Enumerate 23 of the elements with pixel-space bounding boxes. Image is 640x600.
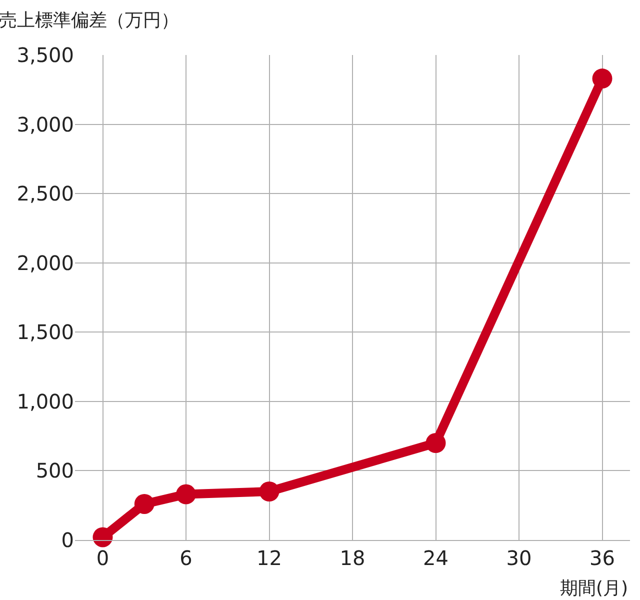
y-tick-label: 3,500 — [16, 43, 74, 67]
y-tick-label: 1,500 — [16, 320, 74, 344]
x-tick-label: 24 — [423, 546, 448, 570]
y-tick-label: 3,000 — [16, 112, 74, 136]
y-tick-label: 2,500 — [16, 182, 74, 206]
point — [176, 484, 196, 504]
y-tick-label: 0 — [61, 528, 74, 552]
x-tick-label: 6 — [180, 546, 192, 570]
point — [134, 494, 154, 514]
x-tick-label: 30 — [506, 546, 532, 570]
point — [259, 482, 280, 502]
x-tick-label: 0 — [96, 546, 110, 570]
x-tick-label: 12 — [256, 546, 282, 570]
point — [426, 433, 446, 453]
x-tick-label: 18 — [340, 546, 366, 570]
y-tick-label: 500 — [36, 458, 74, 483]
x-axis-title: 期間(月) — [560, 578, 628, 599]
y-tick-label: 1,000 — [16, 389, 74, 414]
point — [592, 68, 612, 89]
y-axis-title: 売上標準偏差（万円） — [0, 10, 179, 31]
y-tick-label: 2,000 — [16, 250, 74, 275]
x-tick-label: 36 — [590, 546, 615, 570]
point — [92, 527, 113, 548]
